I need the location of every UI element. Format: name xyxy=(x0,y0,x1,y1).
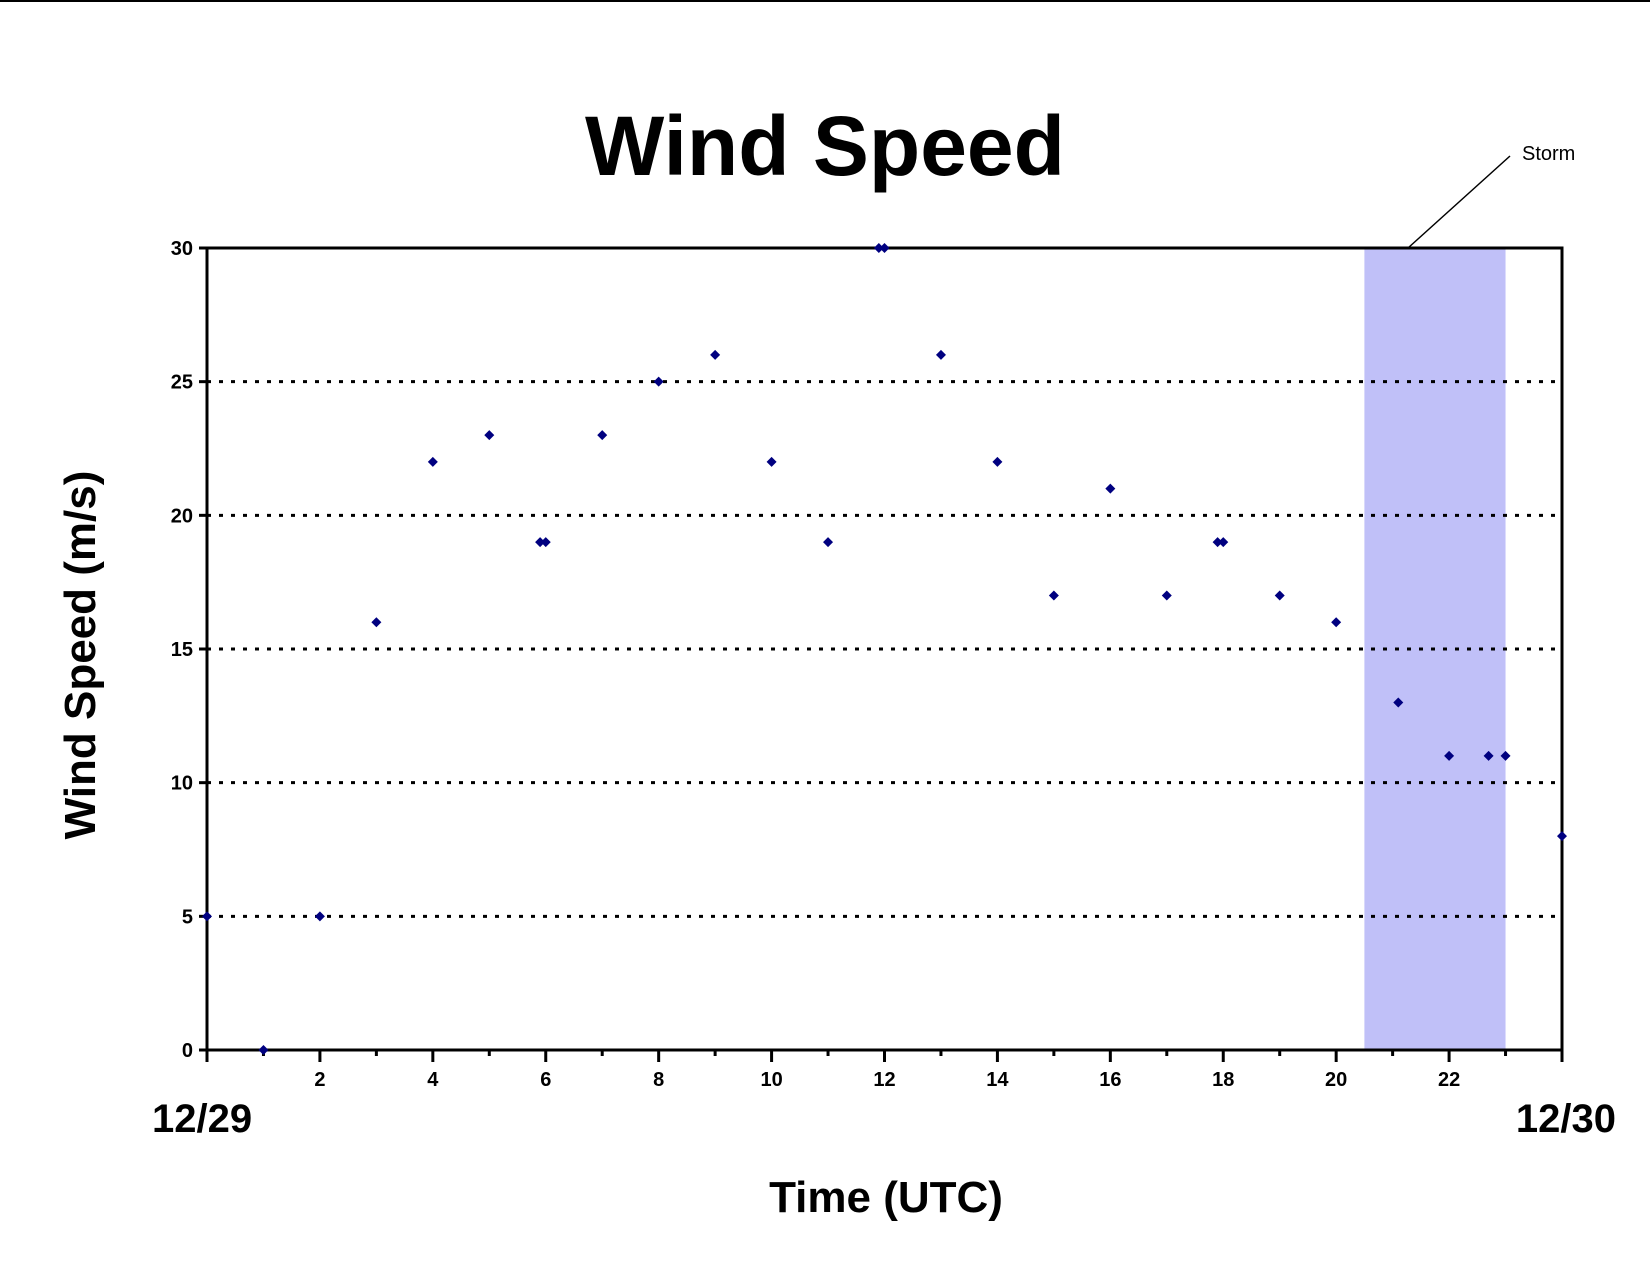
data-point xyxy=(1331,617,1342,628)
data-point xyxy=(1161,590,1172,601)
data-point xyxy=(258,1045,269,1055)
x-tick-label: 12 xyxy=(873,1069,895,1091)
x-tick-label: 10 xyxy=(760,1069,782,1091)
x-tick-label: 8 xyxy=(653,1069,664,1091)
data-point xyxy=(1500,750,1511,761)
data-point xyxy=(1274,590,1285,601)
data-point xyxy=(371,617,382,628)
y-axis-ticks: 0 5 10 15 20 25 30 xyxy=(171,238,207,1062)
data-point xyxy=(1444,750,1455,761)
y-tick-label: 0 xyxy=(182,1040,193,1062)
data-point xyxy=(710,349,721,360)
data-point xyxy=(1393,697,1404,708)
x-axis-label: Time (UTC) xyxy=(769,1173,1003,1222)
data-point xyxy=(873,243,884,253)
data-point xyxy=(314,911,325,922)
plot-frame xyxy=(205,246,1564,1052)
x-tick-label: 4 xyxy=(427,1069,439,1091)
x-tick-label: 22 xyxy=(1438,1069,1460,1091)
data-point xyxy=(202,911,212,922)
data-point xyxy=(427,456,438,467)
data-point xyxy=(935,349,946,360)
data-point xyxy=(766,456,777,467)
y-tick-label: 5 xyxy=(182,906,193,928)
data-point xyxy=(879,243,890,253)
data-point xyxy=(597,430,608,441)
y-axis-label: Wind Speed (m/s) xyxy=(56,471,105,840)
data-point xyxy=(1218,537,1229,548)
data-point xyxy=(540,537,551,548)
y-tick-label: 10 xyxy=(171,773,193,795)
x-tick-label: 14 xyxy=(986,1069,1009,1091)
storm-leader-line xyxy=(1407,155,1511,249)
x-tick-label: 6 xyxy=(540,1069,551,1091)
data-point xyxy=(1048,590,1059,601)
x-tick-label: 16 xyxy=(1099,1069,1121,1091)
chart-title: Wind Speed xyxy=(585,99,1065,193)
top-rule xyxy=(0,0,1650,2)
data-point xyxy=(535,537,546,548)
y-tick-label: 30 xyxy=(171,238,193,260)
data-point xyxy=(1105,483,1116,494)
data-point xyxy=(1557,831,1567,842)
x-axis-ticks: 2 4 6 8 10 12 14 16 18 20 22 xyxy=(205,1050,1564,1091)
y-tick-label: 15 xyxy=(171,639,193,661)
x-tick-label: 20 xyxy=(1325,1069,1347,1091)
gridlines xyxy=(207,380,1562,918)
data-point xyxy=(484,430,495,441)
storm-annotation: Storm xyxy=(1522,143,1575,165)
end-date-label: 12/30 xyxy=(1516,1097,1616,1141)
y-tick-label: 20 xyxy=(171,505,193,527)
data-point xyxy=(992,456,1003,467)
data-point xyxy=(823,537,834,548)
x-tick-label: 18 xyxy=(1212,1069,1234,1091)
data-point xyxy=(653,376,664,387)
data-points xyxy=(202,243,1567,1055)
y-tick-label: 25 xyxy=(171,372,193,394)
x-tick-label: 2 xyxy=(314,1069,325,1091)
start-date-label: 12/29 xyxy=(152,1097,252,1141)
data-point xyxy=(1483,750,1494,761)
data-point xyxy=(1212,537,1223,548)
